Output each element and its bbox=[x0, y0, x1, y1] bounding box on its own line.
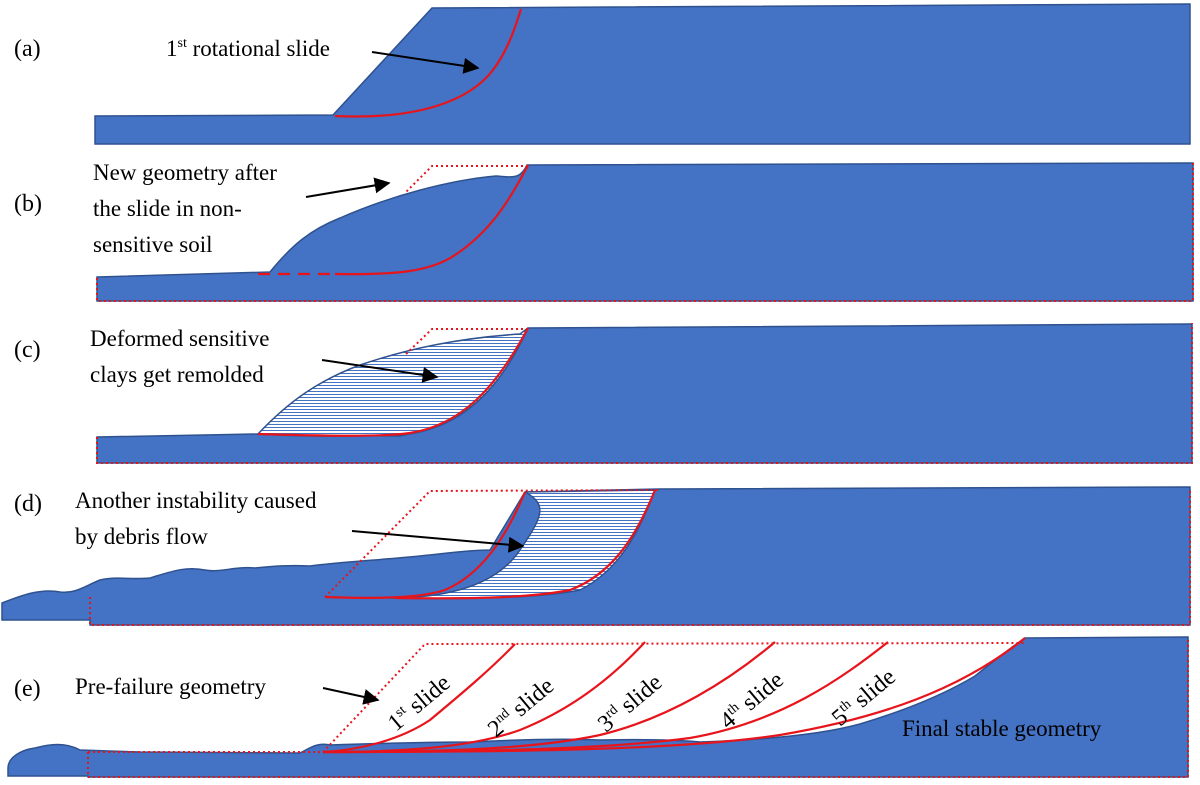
panel-e-arrow bbox=[322, 687, 380, 705]
panel-a-arrow bbox=[371, 51, 480, 74]
panel-b-original-outline bbox=[96, 163, 1194, 302]
panel-c-letter: (c) bbox=[14, 337, 41, 363]
svg-text:2ndslide: 2ndslide bbox=[483, 673, 559, 743]
panel-c-label: Deformed sensitive clays get remolded bbox=[90, 326, 275, 387]
panel-d-second-slip bbox=[394, 489, 657, 600]
panel-e-slide-4-label: 4thslide bbox=[715, 667, 789, 735]
panel-a: (a) 1st rotational slide bbox=[14, 3, 1191, 145]
panel-d-label: Another instability caused by debris flo… bbox=[75, 488, 322, 549]
panel-e-pre-failure-label: Pre-failure geometry bbox=[75, 674, 266, 699]
panel-c: (c) Deformed sensitive clays get remolde… bbox=[14, 323, 1193, 464]
panel-e: (e) Pre-failure geometry Final stable ge… bbox=[7, 636, 1189, 778]
panel-b-arrow bbox=[305, 177, 391, 198]
panel-e-slide-5-surface bbox=[322, 637, 1026, 754]
panel-e-final-slope bbox=[7, 636, 1189, 778]
panel-d-original-outline bbox=[89, 489, 1191, 626]
panel-a-label: 1st rotational slide bbox=[166, 36, 330, 61]
panel-a-slope bbox=[94, 3, 1191, 145]
panel-b-slope bbox=[96, 162, 1194, 302]
panel-d-first-slip bbox=[324, 491, 527, 599]
panel-a-letter: (a) bbox=[14, 36, 41, 62]
panel-c-arrow bbox=[321, 359, 439, 383]
panel-e-final-label: Final stable geometry bbox=[902, 716, 1102, 741]
panel-e-letter: (e) bbox=[14, 676, 41, 702]
panel-e-pre-failure-outline bbox=[87, 638, 1189, 778]
panel-d-letter: (d) bbox=[14, 491, 42, 517]
panel-b: (b) New geometry after the slide in non-… bbox=[14, 160, 1194, 302]
panel-d: (d) Another instability caused by debris… bbox=[1, 486, 1191, 626]
panel-b-letter: (b) bbox=[14, 191, 42, 217]
panel-e-slide-2-label: 2ndslide bbox=[483, 673, 559, 743]
panel-e-slide-1-surface bbox=[322, 643, 516, 754]
panel-b-label: New geometry after the slide in non- sen… bbox=[93, 160, 283, 257]
panel-c-slip-surface bbox=[257, 327, 529, 437]
panel-b-slip-surface bbox=[334, 164, 529, 276]
panel-c-original-outline bbox=[96, 323, 1193, 464]
panel-d-arrow bbox=[351, 530, 525, 553]
svg-text:4thslide: 4thslide bbox=[715, 667, 789, 735]
panel-a-slip-surface bbox=[334, 8, 523, 118]
